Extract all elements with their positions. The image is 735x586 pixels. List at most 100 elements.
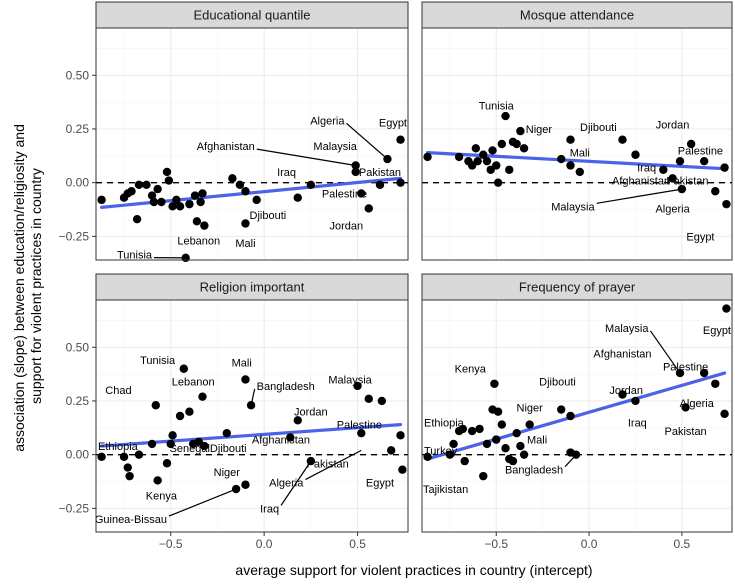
data-point xyxy=(501,112,509,120)
plot-area xyxy=(422,28,732,260)
country-label-algeria: Algeria xyxy=(269,478,304,490)
data-point xyxy=(247,401,255,409)
data-point xyxy=(181,254,189,262)
data-point xyxy=(492,435,500,443)
x-tick-label: 0.0 xyxy=(581,537,598,551)
country-label-bangladesh: Bangladesh xyxy=(257,381,315,393)
country-label-afghanistan: Afghanistan xyxy=(593,349,651,361)
country-label-palestine: Palestine xyxy=(337,420,382,432)
facet-title: Frequency of prayer xyxy=(519,280,636,295)
data-point xyxy=(473,157,481,165)
y-axis-title-line-2: support for violent practices in country xyxy=(28,168,44,404)
y-tick-label: 0.00 xyxy=(66,448,90,462)
data-point xyxy=(152,401,160,409)
data-point xyxy=(572,450,580,458)
data-point xyxy=(200,221,208,229)
country-label-senegaldjibouti: SenegalDjibouti xyxy=(170,443,247,455)
country-label-mali: Mali xyxy=(570,148,590,160)
x-tick-label: 0.5 xyxy=(674,537,691,551)
data-point xyxy=(376,181,384,189)
country-label-palestine: Palestine xyxy=(678,145,723,157)
country-label-egypt: Egypt xyxy=(366,478,394,490)
country-label-ethiopia: Ethiopia xyxy=(98,441,139,453)
data-point xyxy=(423,153,431,161)
country-label-tunisia: Tunisia xyxy=(479,100,515,112)
data-point xyxy=(241,187,249,195)
data-point xyxy=(294,194,302,202)
data-point xyxy=(185,200,193,208)
data-point xyxy=(150,198,158,206)
data-point xyxy=(505,166,513,174)
data-point xyxy=(398,466,406,474)
country-label-iraq: Iraq xyxy=(277,167,296,179)
y-tick-label: −0.25 xyxy=(59,501,90,515)
country-label-egypt: Egypt xyxy=(686,231,714,243)
data-point xyxy=(483,440,491,448)
data-point xyxy=(241,219,249,227)
data-point xyxy=(475,425,483,433)
data-point xyxy=(241,481,249,489)
country-label-palestine: Palestine xyxy=(322,188,367,200)
data-point xyxy=(236,181,244,189)
data-point xyxy=(720,410,728,418)
data-point xyxy=(494,408,502,416)
y-tick-label: 0.25 xyxy=(66,122,90,136)
x-axis-title: average support for violent practices in… xyxy=(235,562,592,578)
country-label-algeria: Algeria xyxy=(310,115,345,127)
country-label-afghanistan: Afghanistan xyxy=(612,176,670,188)
data-point xyxy=(196,198,204,206)
country-label-kenya: Kenya xyxy=(455,364,487,376)
country-label-niger: Niger xyxy=(526,124,553,136)
country-label-algeria: Algeria xyxy=(655,203,690,215)
country-label-afghanistan: Afghanistan xyxy=(252,435,310,447)
data-point xyxy=(198,189,206,197)
data-point xyxy=(460,457,468,465)
country-label-tajikistan: Tajikistan xyxy=(423,484,468,496)
country-label-mali: Mali xyxy=(527,435,547,447)
country-label-malaysia: Malaysia xyxy=(313,141,357,153)
data-point xyxy=(148,440,156,448)
data-point xyxy=(165,176,173,184)
data-point xyxy=(396,178,404,186)
data-point xyxy=(711,380,719,388)
data-point xyxy=(676,157,684,165)
country-label-mali: Mali xyxy=(235,238,255,250)
country-label-pakistan: Pakistan xyxy=(359,167,401,179)
data-point xyxy=(631,397,639,405)
country-label-djibouti: Djibouti xyxy=(580,122,617,134)
data-point xyxy=(557,155,565,163)
country-label-pakistan: Pakistan xyxy=(664,426,706,438)
y-tick-label: 0.50 xyxy=(66,340,90,354)
data-point xyxy=(241,375,249,383)
country-label-palestine: Palestine xyxy=(663,362,708,374)
data-point xyxy=(180,365,188,373)
y-tick-label: 0.25 xyxy=(66,394,90,408)
data-point xyxy=(252,196,260,204)
data-point xyxy=(176,412,184,420)
data-point xyxy=(383,155,391,163)
data-point xyxy=(396,136,404,144)
data-point xyxy=(494,178,502,186)
data-point xyxy=(307,181,315,189)
country-label-afghanistan: Afghanistan xyxy=(197,141,255,153)
country-label-mali: Mali xyxy=(232,357,252,369)
country-label-jordan: Jordan xyxy=(609,385,643,397)
data-point xyxy=(124,463,132,471)
country-label-turkey: Turkey xyxy=(424,445,458,457)
data-point xyxy=(163,168,171,176)
data-point xyxy=(472,144,480,152)
data-point xyxy=(720,163,728,171)
data-point xyxy=(557,405,565,413)
country-label-malaysia: Malaysia xyxy=(605,323,649,335)
data-point xyxy=(631,151,639,159)
data-point xyxy=(97,196,105,204)
data-point xyxy=(566,161,574,169)
country-label-chad: Chad xyxy=(105,385,131,397)
data-point xyxy=(378,397,386,405)
country-label-pakistan: Pakistan xyxy=(307,458,349,470)
data-point xyxy=(483,157,491,165)
data-point xyxy=(488,146,496,154)
